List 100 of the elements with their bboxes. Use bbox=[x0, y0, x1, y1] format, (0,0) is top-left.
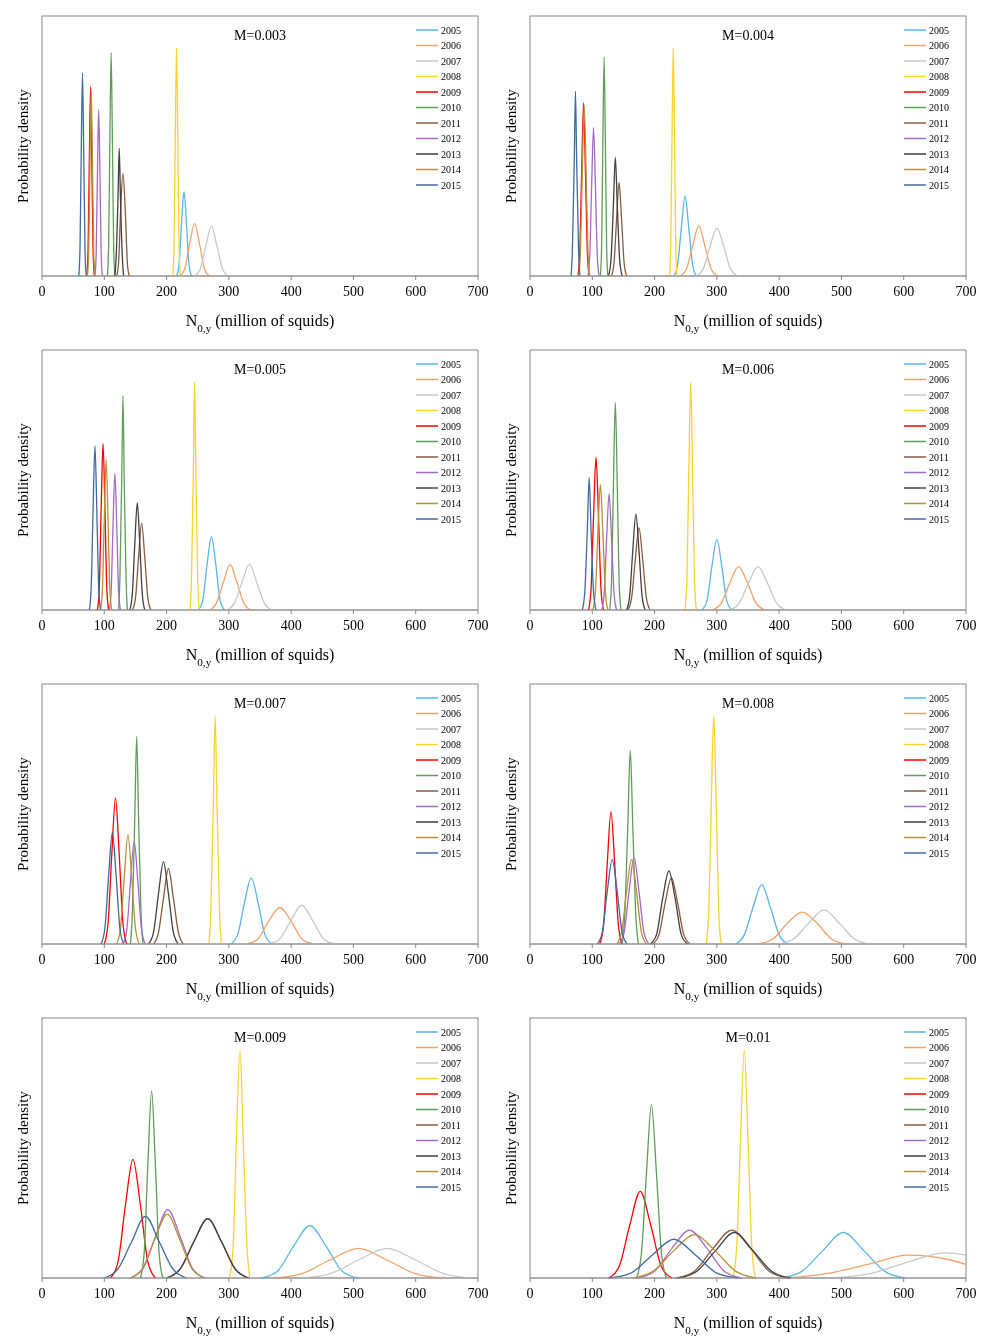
x-tick-label: 100 bbox=[581, 1286, 603, 1301]
legend-label: 2005 bbox=[441, 1026, 461, 1038]
legend-label: 2014 bbox=[929, 164, 949, 175]
x-tick-label: 600 bbox=[405, 618, 427, 633]
legend-label: 2006 bbox=[929, 1042, 949, 1053]
x-tick-label: 0 bbox=[38, 618, 46, 633]
x-tick-label: 700 bbox=[467, 952, 489, 967]
legend-label: 2012 bbox=[441, 801, 461, 812]
legend-label: 2008 bbox=[929, 405, 949, 416]
x-tick-label: 400 bbox=[768, 618, 790, 633]
legend-label: 2007 bbox=[929, 55, 949, 67]
legend-label: 2007 bbox=[441, 723, 461, 735]
x-tick-label: 600 bbox=[405, 952, 427, 967]
x-tick-label: 300 bbox=[706, 952, 728, 967]
chart-title: M=0.006 bbox=[722, 362, 774, 377]
x-tick-label: 600 bbox=[893, 618, 915, 633]
x-tick-label: 200 bbox=[644, 618, 666, 633]
legend-label: 2005 bbox=[929, 358, 949, 370]
legend-label: 2008 bbox=[929, 1073, 949, 1084]
x-tick-label: 500 bbox=[830, 284, 852, 299]
legend-label: 2015 bbox=[441, 1181, 461, 1193]
x-tick-label: 100 bbox=[93, 284, 115, 299]
legend-label: 2014 bbox=[929, 498, 949, 509]
x-tick-label: 500 bbox=[342, 618, 364, 633]
legend-label: 2013 bbox=[441, 816, 461, 828]
x-axis-title: N$_{0,y}$ (million of squids) bbox=[185, 312, 335, 334]
legend-label: 2015 bbox=[441, 513, 461, 525]
legend-label: 2007 bbox=[441, 55, 461, 67]
x-tick-label: 600 bbox=[893, 952, 915, 967]
chart-title: M=0.004 bbox=[722, 28, 774, 43]
legend-label: 2008 bbox=[441, 405, 461, 416]
legend-label: 2006 bbox=[441, 40, 461, 51]
legend-label: 2012 bbox=[441, 1135, 461, 1146]
x-tick-label: 200 bbox=[644, 952, 666, 967]
x-tick-label: 100 bbox=[93, 618, 115, 633]
legend-label: 2010 bbox=[441, 1104, 461, 1115]
legend-label: 2007 bbox=[441, 389, 461, 401]
x-tick-label: 500 bbox=[830, 618, 852, 633]
x-tick-label: 700 bbox=[955, 284, 977, 299]
chart-title: M=0.003 bbox=[234, 28, 286, 43]
legend-label: 2005 bbox=[441, 358, 461, 370]
x-tick-label: 500 bbox=[342, 1286, 364, 1301]
legend-label: 2005 bbox=[929, 1026, 949, 1038]
x-axis-title: N$_{0,y}$ (million of squids) bbox=[673, 1314, 823, 1336]
y-axis-title: Probability density bbox=[15, 1090, 31, 1205]
legend-label: 2006 bbox=[441, 708, 461, 719]
x-tick-label: 200 bbox=[156, 1286, 178, 1301]
x-tick-label: 500 bbox=[342, 952, 364, 967]
x-tick-label: 500 bbox=[830, 952, 852, 967]
x-tick-label: 700 bbox=[955, 618, 977, 633]
legend-label: 2006 bbox=[441, 1042, 461, 1053]
x-axis-title: N$_{0,y}$ (million of squids) bbox=[673, 646, 823, 668]
legend-label: 2006 bbox=[929, 374, 949, 385]
legend-label: 2010 bbox=[929, 770, 949, 781]
y-axis-title: Probability density bbox=[15, 422, 31, 537]
legend-label: 2009 bbox=[441, 754, 461, 766]
legend-label: 2013 bbox=[929, 816, 949, 828]
x-tick-label: 700 bbox=[955, 952, 977, 967]
x-tick-label: 700 bbox=[955, 1286, 977, 1301]
chart-title: M=0.009 bbox=[234, 1030, 286, 1045]
legend-label: 2005 bbox=[929, 24, 949, 36]
legend-label: 2014 bbox=[441, 498, 461, 509]
legend-label: 2008 bbox=[441, 1073, 461, 1084]
x-tick-label: 0 bbox=[38, 284, 46, 299]
legend-label: 2013 bbox=[441, 482, 461, 494]
legend-label: 2015 bbox=[929, 1181, 949, 1193]
x-tick-label: 400 bbox=[768, 284, 790, 299]
legend-label: 2011 bbox=[929, 1119, 949, 1131]
legend-label: 2006 bbox=[441, 374, 461, 385]
x-tick-label: 600 bbox=[405, 284, 427, 299]
x-tick-label: 0 bbox=[526, 618, 534, 633]
legend-label: 2009 bbox=[929, 420, 949, 432]
legend-label: 2012 bbox=[929, 1135, 949, 1146]
legend-label: 2014 bbox=[929, 832, 949, 843]
legend-label: 2009 bbox=[441, 420, 461, 432]
legend-label: 2013 bbox=[441, 1150, 461, 1162]
x-tick-label: 600 bbox=[893, 1286, 915, 1301]
y-axis-title: Probability density bbox=[503, 88, 519, 203]
x-tick-label: 0 bbox=[526, 284, 534, 299]
legend-label: 2014 bbox=[441, 832, 461, 843]
x-tick-label: 100 bbox=[93, 1286, 115, 1301]
y-axis-title: Probability density bbox=[503, 1090, 519, 1205]
legend-label: 2006 bbox=[929, 708, 949, 719]
chart-title: M=0.01 bbox=[725, 1030, 771, 1045]
x-tick-label: 600 bbox=[405, 1286, 427, 1301]
legend-label: 2009 bbox=[929, 1088, 949, 1100]
x-tick-label: 500 bbox=[342, 284, 364, 299]
x-tick-label: 300 bbox=[218, 284, 240, 299]
x-tick-label: 0 bbox=[526, 1286, 534, 1301]
legend-label: 2008 bbox=[441, 739, 461, 750]
x-tick-label: 700 bbox=[467, 1286, 489, 1301]
legend-label: 2007 bbox=[929, 1057, 949, 1069]
x-tick-label: 400 bbox=[768, 952, 790, 967]
x-axis-title: N$_{0,y}$ (million of squids) bbox=[673, 980, 823, 1002]
legend-label: 2011 bbox=[441, 1119, 461, 1131]
legend-label: 2015 bbox=[929, 179, 949, 191]
x-tick-label: 600 bbox=[893, 284, 915, 299]
x-tick-label: 0 bbox=[38, 952, 46, 967]
x-tick-label: 200 bbox=[156, 284, 178, 299]
legend-label: 2015 bbox=[441, 847, 461, 859]
